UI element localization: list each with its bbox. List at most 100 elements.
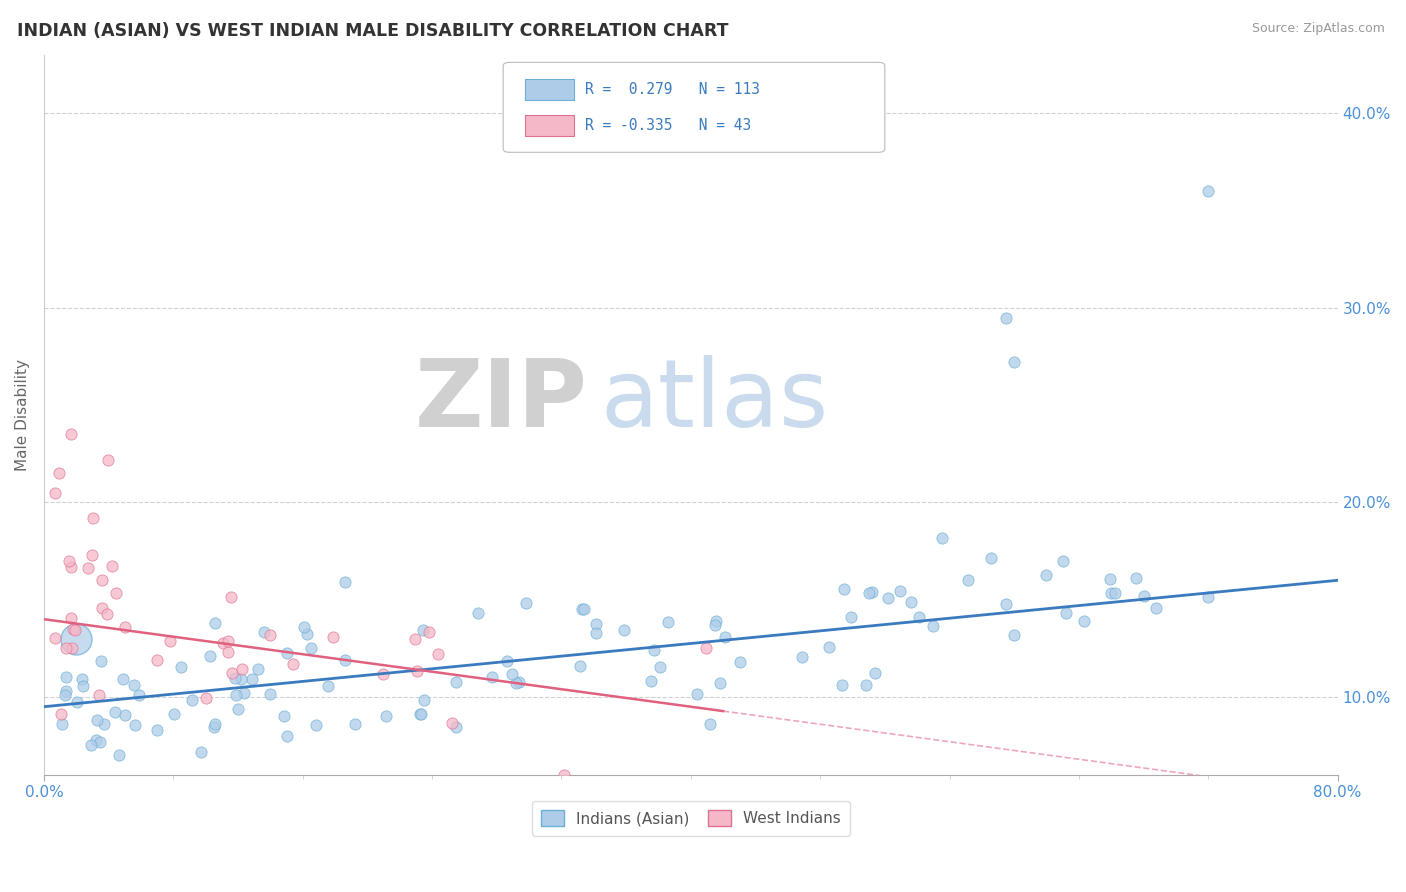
Point bbox=[44, 631, 66, 645]
Point bbox=[114, 708, 136, 723]
Text: R =  0.279   N = 113: R = 0.279 N = 113 bbox=[585, 82, 759, 97]
FancyBboxPatch shape bbox=[526, 78, 574, 101]
Point bbox=[863, 666, 886, 681]
Point bbox=[62, 622, 84, 636]
Point bbox=[70, 672, 93, 686]
Point bbox=[276, 646, 298, 660]
Point bbox=[316, 679, 339, 693]
Point bbox=[571, 602, 593, 616]
Point bbox=[333, 575, 356, 590]
Point bbox=[217, 634, 239, 648]
Point bbox=[91, 600, 114, 615]
Point bbox=[858, 586, 880, 600]
Point bbox=[101, 558, 124, 573]
Point bbox=[204, 616, 226, 631]
Point bbox=[1125, 571, 1147, 585]
Point bbox=[1002, 628, 1025, 642]
Point bbox=[501, 667, 523, 681]
Point bbox=[1197, 184, 1219, 198]
Point bbox=[194, 691, 217, 706]
Text: Source: ZipAtlas.com: Source: ZipAtlas.com bbox=[1251, 22, 1385, 36]
Point bbox=[299, 641, 322, 656]
Point bbox=[276, 729, 298, 743]
Point bbox=[922, 619, 945, 633]
Point bbox=[699, 716, 721, 731]
Point bbox=[105, 586, 128, 600]
Point bbox=[58, 553, 80, 567]
Point bbox=[204, 716, 226, 731]
Point bbox=[860, 584, 883, 599]
Point bbox=[404, 632, 426, 646]
Point bbox=[1132, 589, 1154, 603]
Point bbox=[259, 628, 281, 642]
Point bbox=[412, 623, 434, 637]
Point bbox=[89, 735, 111, 749]
Point bbox=[59, 560, 82, 574]
Point bbox=[344, 717, 367, 731]
Point bbox=[375, 708, 398, 723]
Point bbox=[1073, 615, 1095, 629]
Point bbox=[146, 652, 169, 666]
Point bbox=[122, 678, 145, 692]
Point bbox=[322, 630, 344, 644]
Point bbox=[553, 768, 575, 782]
Point bbox=[418, 624, 440, 639]
Point bbox=[55, 684, 77, 698]
Point bbox=[568, 658, 591, 673]
Point bbox=[1197, 590, 1219, 604]
Point bbox=[60, 427, 83, 442]
Point bbox=[87, 688, 110, 702]
Point bbox=[163, 706, 186, 721]
Point bbox=[104, 705, 127, 719]
Point bbox=[59, 611, 82, 625]
Point bbox=[728, 655, 751, 669]
Point bbox=[281, 657, 304, 671]
Point bbox=[413, 693, 436, 707]
Point bbox=[371, 667, 394, 681]
Point bbox=[221, 590, 243, 604]
Point bbox=[709, 676, 731, 690]
Point bbox=[585, 626, 607, 640]
Point bbox=[650, 660, 672, 674]
Point bbox=[65, 632, 87, 646]
Point bbox=[295, 626, 318, 640]
Text: ZIP: ZIP bbox=[415, 355, 588, 447]
Point bbox=[48, 467, 70, 481]
Point bbox=[124, 718, 146, 732]
Point bbox=[200, 648, 222, 663]
Point bbox=[305, 718, 328, 732]
FancyBboxPatch shape bbox=[526, 115, 574, 136]
Point bbox=[82, 548, 104, 562]
Point bbox=[90, 573, 112, 587]
Point bbox=[714, 630, 737, 644]
Point bbox=[995, 310, 1018, 325]
Point bbox=[246, 662, 269, 676]
Point bbox=[259, 687, 281, 701]
Point bbox=[585, 617, 607, 632]
Point bbox=[444, 674, 467, 689]
Point bbox=[114, 620, 136, 634]
Point bbox=[643, 643, 665, 657]
Point bbox=[855, 678, 877, 692]
Point bbox=[96, 607, 118, 621]
Text: R = -0.335   N = 43: R = -0.335 N = 43 bbox=[585, 118, 751, 133]
FancyBboxPatch shape bbox=[503, 62, 884, 153]
Point bbox=[704, 615, 727, 629]
Point bbox=[169, 660, 191, 674]
Point bbox=[686, 687, 709, 701]
Point bbox=[444, 720, 467, 734]
Point bbox=[84, 733, 107, 747]
Point bbox=[335, 653, 357, 667]
Point bbox=[496, 654, 519, 668]
Point bbox=[657, 615, 679, 629]
Point bbox=[704, 617, 727, 632]
Point bbox=[55, 640, 77, 655]
Legend: Indians (Asian), West Indians: Indians (Asian), West Indians bbox=[531, 801, 849, 836]
Point bbox=[225, 688, 247, 702]
Point bbox=[839, 610, 862, 624]
Point bbox=[82, 511, 104, 525]
Point bbox=[1099, 586, 1122, 600]
Point bbox=[86, 713, 108, 727]
Point bbox=[62, 641, 84, 656]
Point bbox=[232, 686, 254, 700]
